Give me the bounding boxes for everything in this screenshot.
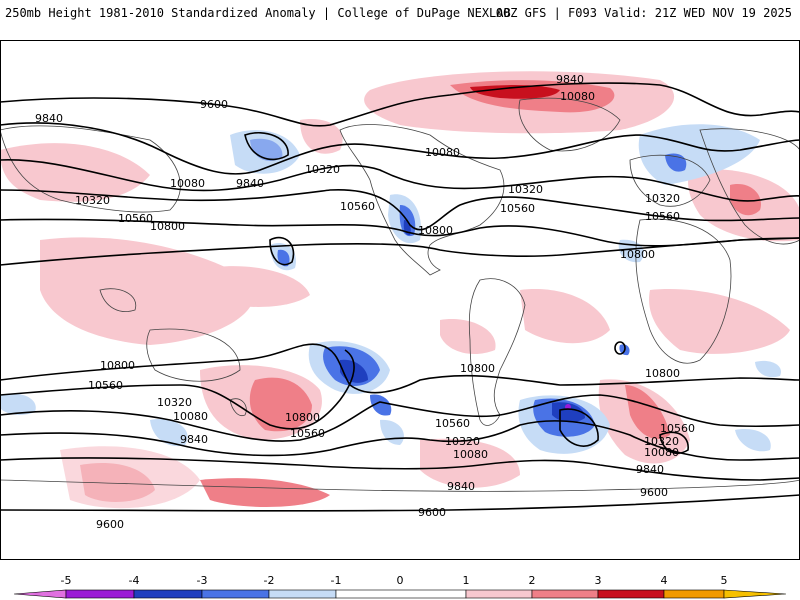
contour-label: 10320 (75, 194, 110, 207)
contour-label: 9600 (96, 518, 124, 531)
contour-label: 10320 (305, 163, 340, 176)
map-title: 250mb Height 1981-2010 Standardized Anom… (5, 6, 511, 20)
contour-label: 9840 (556, 73, 584, 86)
colorbar-tick-label: -1 (331, 574, 342, 587)
contour-label: 10560 (88, 379, 123, 392)
contour-label: 9840 (180, 433, 208, 446)
contour-label: 10800 (418, 224, 453, 237)
contour-label: 10560 (500, 202, 535, 215)
contour-label: 9600 (418, 506, 446, 519)
contour-label: 10560 (118, 212, 153, 225)
contour-label: 10080 (644, 446, 679, 459)
positive-anomaly-shading (0, 71, 800, 509)
colorbar-tick-label: 3 (595, 574, 602, 587)
height-contours (0, 82, 800, 512)
contour-label: 10560 (340, 200, 375, 213)
contour-label: 10320 (508, 183, 543, 196)
colorbar-tick-label: -4 (129, 574, 140, 587)
contour-label: 9600 (200, 98, 228, 111)
contour-label: 10800 (645, 367, 680, 380)
contour-labels: 9600 9840 9840 10080 10320 10560 10800 1… (35, 73, 695, 531)
contour-label: 9840 (636, 463, 664, 476)
anomaly-map: 9600 9840 9840 10080 10320 10560 10800 1… (0, 40, 800, 560)
contour-label: 10080 (453, 448, 488, 461)
colorbar-tick-label: 5 (721, 574, 728, 587)
contour-label: 10320 (645, 192, 680, 205)
colorbar-tick-label: 1 (463, 574, 470, 587)
colorbar-tick-label: -2 (264, 574, 275, 587)
contour-label: 9840 (236, 177, 264, 190)
contour-label: 10560 (290, 427, 325, 440)
contour-label: 10320 (644, 435, 679, 448)
contour-label: 10800 (460, 362, 495, 375)
colorbar: -5 -4 -3 -2 -1 0 1 2 3 4 5 (13, 574, 787, 599)
contour-label: 10080 (173, 410, 208, 423)
contour-label: 9840 (35, 112, 63, 125)
colorbar-tick-label: 0 (397, 574, 404, 587)
colorbar-segments (13, 589, 787, 599)
colorbar-tick-label: -3 (197, 574, 208, 587)
contour-label: 9600 (640, 486, 668, 499)
contour-label: 10080 (170, 177, 205, 190)
contour-label: 10800 (100, 359, 135, 372)
colorbar-ticks: -5 -4 -3 -2 -1 0 1 2 3 4 5 (61, 574, 728, 587)
contour-label: 10320 (445, 435, 480, 448)
contour-label: 10800 (620, 248, 655, 261)
model-run-info: 00Z GFS | F093 Valid: 21Z WED NOV 19 202… (495, 6, 792, 20)
contour-label: 10080 (560, 90, 595, 103)
contour-label: 10560 (660, 422, 695, 435)
contour-label: 9840 (447, 480, 475, 493)
contour-label: 10800 (285, 411, 320, 424)
colorbar-tick-label: 4 (661, 574, 668, 587)
contour-label: 10560 (435, 417, 470, 430)
colorbar-tick-label: -5 (61, 574, 72, 587)
contour-label: 10560 (645, 210, 680, 223)
contour-label: 10080 (425, 146, 460, 159)
colorbar-tick-label: 2 (529, 574, 536, 587)
continent-outlines (0, 97, 800, 492)
contour-label: 10320 (157, 396, 192, 409)
contour-label: 10800 (150, 220, 185, 233)
